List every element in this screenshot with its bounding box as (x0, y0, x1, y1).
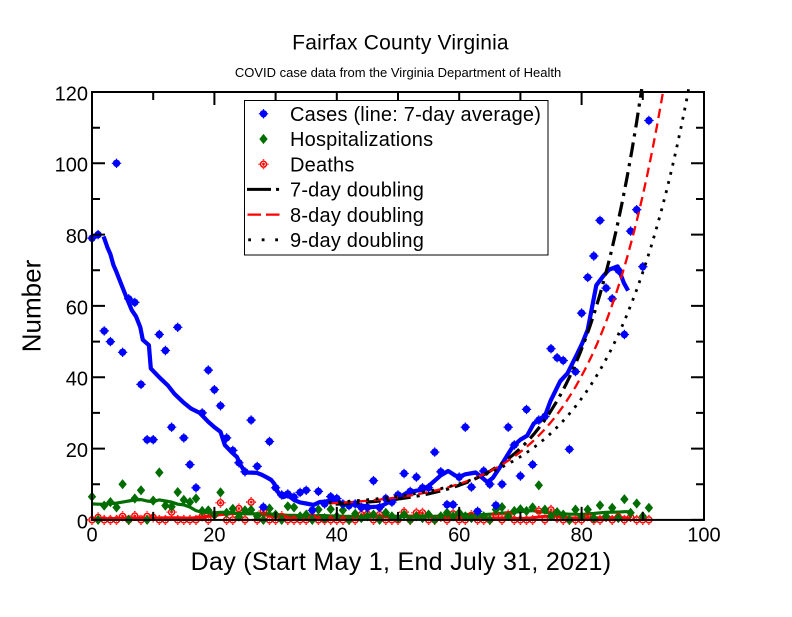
svg-text:8-day doubling: 8-day doubling (290, 205, 424, 227)
svg-text:100: 100 (687, 525, 720, 547)
svg-text:7-day doubling: 7-day doubling (290, 180, 424, 202)
svg-text:120: 120 (55, 83, 88, 105)
svg-text:COVID case data from the Virgi: COVID case data from the Virginia Depart… (235, 65, 561, 80)
svg-text:Hospitalizations: Hospitalizations (290, 129, 433, 151)
svg-text:9-day doubling: 9-day doubling (290, 230, 424, 252)
svg-text:Number: Number (17, 259, 47, 352)
svg-text:40: 40 (66, 369, 88, 391)
svg-text:80: 80 (570, 525, 592, 547)
svg-text:20: 20 (66, 440, 88, 462)
svg-text:Day (Start May 1, End July 31,: Day (Start May 1, End July 31, 2021) (191, 548, 612, 576)
svg-text:60: 60 (66, 297, 88, 319)
svg-text:Deaths: Deaths (290, 154, 355, 176)
svg-text:0: 0 (77, 511, 88, 533)
svg-text:0: 0 (86, 525, 97, 547)
svg-text:20: 20 (203, 525, 225, 547)
svg-text:Cases (line: 7-day average): Cases (line: 7-day average) (290, 104, 541, 126)
svg-text:Fairfax County Virginia: Fairfax County Virginia (292, 32, 509, 55)
svg-text:60: 60 (448, 525, 470, 547)
svg-text:100: 100 (55, 155, 88, 177)
svg-text:40: 40 (326, 525, 348, 547)
svg-text:80: 80 (66, 226, 88, 248)
